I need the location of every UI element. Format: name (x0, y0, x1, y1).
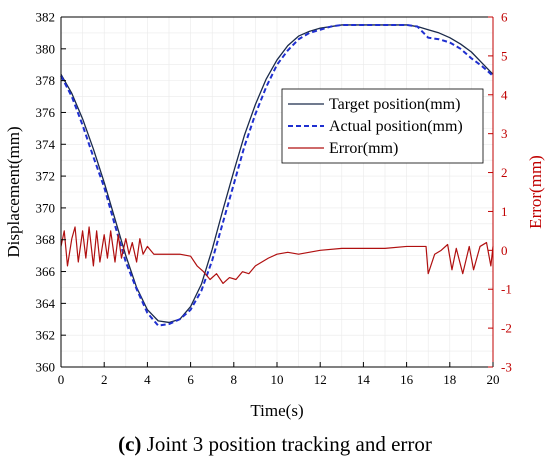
y-tick-label-left: 380 (36, 41, 56, 56)
y-tick-label-left: 364 (36, 296, 56, 311)
y-tick-label-right: 3 (501, 126, 508, 141)
x-tick-label: 4 (144, 372, 151, 387)
y-axis-label-left: Displacement(mm) (4, 126, 23, 257)
x-tick-label: 6 (187, 372, 194, 387)
caption-label: (c) (118, 432, 142, 456)
x-tick-label: 8 (231, 372, 238, 387)
chart: 0 2 4 6 8 10 12 14 16 18 2036036236436636837037237… (4, 10, 545, 421)
y-tick-label-left: 360 (36, 360, 56, 375)
y-tick-label-right: 2 (501, 165, 508, 180)
series-line-target (60, 24, 494, 324)
y-tick-label-right: 6 (501, 10, 508, 25)
y-tick-label-right: -3 (501, 360, 512, 375)
y-tick-label-left: 368 (36, 232, 56, 247)
tick-labels: 0 2 4 6 8 10 12 14 16 18 2036036236436636837037237… (36, 10, 512, 388)
y-tick-label-left: 378 (36, 73, 56, 88)
x-tick-label: 14 (357, 372, 371, 387)
legend-label-target: Target position(mm) (329, 96, 460, 113)
legend-label-error: Error(mm) (329, 140, 398, 157)
y-tick-label-left: 362 (36, 328, 56, 343)
figure-caption: (c) Joint 3 position tracking and error (0, 432, 550, 457)
caption-text: Joint 3 position tracking and error (146, 432, 432, 456)
y-tick-label-right: -1 (501, 282, 512, 297)
y-tick-label-left: 382 (36, 10, 56, 25)
x-axis-label: Time(s) (250, 401, 303, 420)
legend: Target position(mm) Actual position(mm) … (281, 88, 484, 164)
series-line-error (60, 226, 494, 284)
x-tick-label: 10 (271, 372, 284, 387)
y-tick-label-left: 370 (36, 200, 56, 215)
series-layer (60, 23, 494, 327)
series-line-actual (60, 23, 494, 327)
y-tick-label-left: 372 (36, 169, 56, 184)
x-tick-label: 18 (443, 372, 456, 387)
y-tick-label-right: -2 (501, 321, 512, 336)
x-tick-label: 20 (487, 372, 500, 387)
y-axis-label-right: Error(mm) (526, 155, 545, 229)
x-tick-label: 0 (58, 372, 65, 387)
legend-label-actual: Actual position(mm) (329, 118, 463, 135)
axes-layer (60, 16, 494, 368)
y-tick-label-left: 376 (36, 105, 56, 120)
y-tick-label-right: 0 (501, 243, 508, 258)
minor-gridlines (60, 16, 494, 368)
y-tick-label-left: 374 (36, 137, 56, 152)
y-tick-label-right: 5 (501, 48, 508, 63)
y-tick-label-right: 1 (501, 204, 508, 219)
y-tick-label-right: 4 (501, 87, 508, 102)
y-tick-label-left: 366 (36, 264, 56, 279)
x-tick-label: 2 (101, 372, 108, 387)
x-tick-label: 12 (314, 372, 327, 387)
x-tick-label: 16 (400, 372, 414, 387)
